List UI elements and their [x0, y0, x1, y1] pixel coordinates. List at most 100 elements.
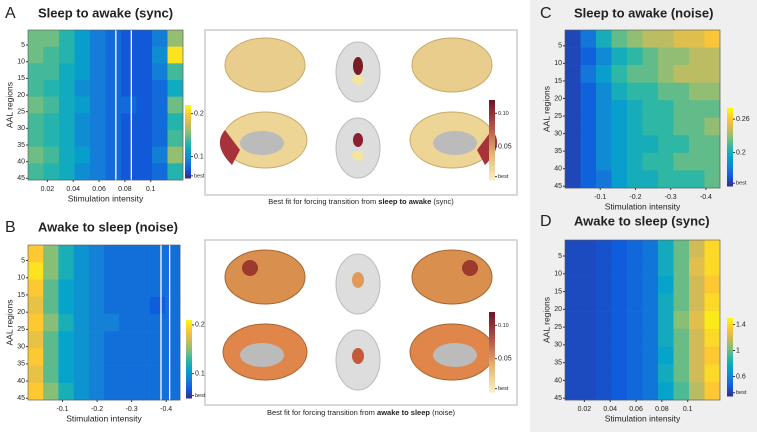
y-tick-label: 45 — [17, 395, 25, 402]
heatmap-cell — [134, 313, 150, 332]
heatmap-cell — [642, 135, 659, 154]
heatmap-cell — [611, 135, 628, 154]
y-tick-label: 35 — [554, 148, 562, 155]
heatmap-cell — [119, 365, 135, 384]
heatmap-cell — [673, 65, 690, 83]
heatmap-cell — [43, 163, 60, 181]
x-tick-label: -0.4 — [700, 194, 712, 201]
heatmap-cell — [704, 275, 721, 294]
heatmap-cell — [28, 365, 44, 384]
heatmap-cell — [580, 382, 597, 401]
colorbar-step — [186, 325, 192, 329]
colorbar-step — [727, 154, 733, 158]
heatmap-cell — [152, 163, 168, 181]
colorbar-step — [727, 152, 733, 156]
heatmap-cell — [689, 240, 705, 259]
colorbar-step — [727, 367, 733, 371]
colorbar-step — [186, 340, 192, 344]
colorbar-step — [727, 380, 733, 384]
heatmap-cell — [149, 262, 166, 280]
heatmap-cell — [642, 170, 659, 189]
heatmap-cell — [28, 331, 44, 349]
brain-panel-top — [204, 29, 518, 196]
heatmap-cell — [43, 296, 59, 315]
x-tick-label: -0.1 — [57, 406, 69, 413]
heatmap-cell — [611, 65, 628, 83]
heatmap-cell — [59, 163, 75, 181]
y-tick-label: 35 — [17, 142, 25, 149]
y-tick-label: 25 — [17, 326, 25, 333]
heatmap-cell — [43, 382, 59, 401]
colorbar-step — [727, 113, 733, 117]
y-tick-label: 30 — [17, 343, 25, 350]
panel-title: Sleep to awake (noise) — [574, 5, 713, 20]
heatmap-cell — [627, 135, 643, 154]
heatmap-cell — [121, 146, 137, 164]
colorbar-step — [727, 144, 733, 148]
colorbar-step — [489, 121, 495, 125]
caption-text: Best fit for forcing transition from — [266, 408, 375, 417]
heatmap-cell — [565, 311, 581, 330]
heatmap-cell — [565, 135, 581, 154]
y-tick-label: 15 — [554, 288, 562, 295]
heatmap-cell — [627, 346, 643, 365]
heatmap-cell — [627, 364, 643, 383]
heatmap-cell — [596, 30, 612, 48]
y-tick-label: 5 — [21, 257, 25, 264]
heatmap-cell — [689, 364, 705, 383]
heatmap-cell — [611, 30, 628, 48]
heatmap-cell — [167, 146, 184, 164]
heatmap-cell — [149, 331, 166, 349]
y-tick-label: 45 — [17, 175, 25, 182]
heatmap-cell — [104, 365, 120, 384]
heatmap-cell — [658, 364, 674, 383]
heatmap-cell — [689, 293, 705, 312]
heatmap-cell — [90, 96, 106, 114]
colorbar-tick-label: 0.2 — [736, 149, 746, 156]
heatmap-cell — [704, 135, 721, 154]
heatmap-cell — [627, 100, 643, 119]
heatmap-cell — [611, 311, 628, 330]
heatmap-cell — [704, 117, 721, 136]
colorbar-step — [186, 364, 192, 368]
y-tick-label: 30 — [554, 342, 562, 349]
colorbar-step — [185, 151, 191, 155]
colorbar-step — [727, 110, 733, 114]
heatmap-cell — [611, 275, 628, 294]
panel-letter: B — [5, 219, 16, 236]
colorbar-step — [186, 322, 192, 326]
heatmap-cell — [642, 275, 659, 294]
heatmap-cell — [121, 46, 137, 64]
colorbar-step — [727, 162, 733, 166]
heatmap-cell — [121, 96, 137, 114]
heatmap-cell — [90, 30, 106, 47]
heatmap-cell — [704, 65, 721, 83]
heatmap-cell — [704, 152, 721, 171]
colorbar-step — [186, 366, 192, 370]
colorbar-step — [185, 124, 191, 128]
brain-panel-bottom — [204, 239, 518, 406]
heatmap-cell — [121, 30, 137, 47]
heatmap-cell — [164, 245, 181, 263]
heatmap-cell — [658, 346, 674, 365]
heatmap-cell — [611, 240, 628, 259]
colorbar-step — [489, 346, 495, 350]
heatmap-cell — [105, 130, 122, 147]
heatmap-cell — [28, 163, 44, 181]
heatmap-cell — [596, 346, 612, 365]
heatmap-cell — [704, 328, 721, 347]
heatmap-cell — [43, 365, 59, 384]
heatmap-cell — [642, 311, 659, 330]
heatmap-cell — [596, 364, 612, 383]
x-tick-label: 0.02 — [41, 186, 55, 193]
colorbar-step — [186, 320, 192, 324]
colorbar-step — [185, 141, 191, 145]
heatmap-cell — [580, 152, 597, 171]
heatmap-cell — [43, 262, 59, 280]
heatmap-cell — [689, 65, 705, 83]
colorbar-step — [186, 395, 192, 399]
colorbar-step — [727, 357, 733, 361]
heatmap-cell — [704, 47, 721, 66]
colorbar-step — [489, 362, 495, 366]
colorbar-step — [186, 392, 192, 396]
